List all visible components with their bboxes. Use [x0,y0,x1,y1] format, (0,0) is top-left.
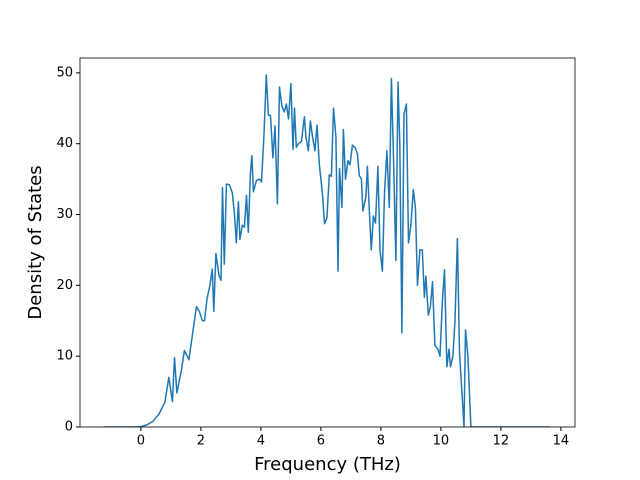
x-tick-label: 10 [433,434,450,449]
x-tick-label: 14 [553,434,570,449]
y-axis-label: Density of States [25,165,46,319]
y-tick-label: 50 [56,65,73,80]
plot-frame [79,57,576,428]
y-tick-label: 10 [56,349,73,364]
x-tick-label: 0 [137,434,145,449]
x-tick-label: 4 [257,434,265,449]
x-tick-label: 8 [377,434,385,449]
x-tick-label: 6 [317,434,325,449]
x-tick-label: 12 [493,434,510,449]
x-tick-label: 2 [197,434,205,449]
data-line [103,74,551,427]
y-tick-label: 40 [56,136,73,151]
y-tick-label: 20 [56,278,73,293]
y-tick-label: 0 [65,420,73,435]
y-tick-label: 30 [56,207,73,222]
x-axis-label: Frequency (THz) [254,454,401,475]
